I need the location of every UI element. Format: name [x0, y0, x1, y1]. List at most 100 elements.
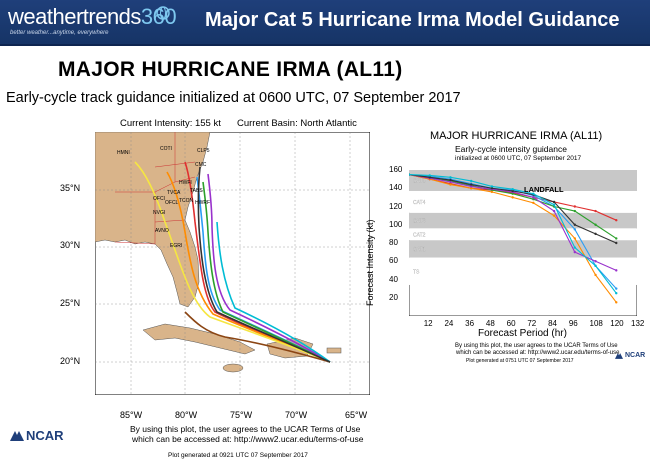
map-terms-url: which can be accessed at: http://www2.uc… — [132, 434, 364, 444]
series-point — [511, 187, 514, 191]
y-tick-label: 20 — [389, 292, 398, 302]
series-point — [615, 301, 618, 304]
model-label: EGRI — [170, 243, 182, 249]
landfall-label: LANDFALL — [524, 185, 564, 194]
series-point — [409, 173, 411, 176]
model-label: NVGI — [153, 210, 165, 216]
series-point — [428, 176, 431, 179]
category-band-label: CAT4 — [413, 200, 426, 206]
lon-label: 65°W — [345, 410, 368, 420]
intensity-title: MAJOR HURRICANE IRMA (AL11) — [430, 130, 603, 142]
model-label: HWRF — [195, 200, 210, 206]
cuba — [142, 323, 256, 355]
y-tick-label: 60 — [389, 256, 398, 266]
x-tick-label: 12 — [423, 319, 433, 328]
series-point — [594, 260, 597, 263]
lat-label: 30°N — [60, 240, 81, 250]
logo-tagline: better weather...anytime, everywhere — [10, 30, 109, 36]
track-map: HMNI COTI CLP5 CMC HWFI TABS TVCA TCON O… — [95, 132, 370, 395]
series-point — [469, 179, 473, 183]
ncar-mark-icon — [615, 352, 623, 359]
series-point — [511, 189, 514, 193]
series-point — [594, 223, 597, 226]
intensity-terms-url: which can be accessed at: http://www2.uc… — [456, 350, 620, 356]
intensity-xlabel: Forecast Period (hr) — [478, 328, 567, 339]
category-band — [409, 240, 637, 258]
series-point — [469, 185, 473, 188]
globe-icon — [156, 6, 170, 20]
y-tick-label: 100 — [389, 219, 403, 229]
series-point — [552, 203, 556, 206]
map-generated: Plot generated at 0921 UTC 07 September … — [168, 452, 308, 459]
series-point — [532, 198, 535, 201]
series-point — [552, 209, 556, 213]
series-point — [573, 228, 577, 231]
series-point — [469, 183, 473, 186]
x-tick-label: 48 — [485, 319, 495, 328]
model-label: COTI — [160, 146, 172, 152]
lon-label: 85°W — [120, 410, 143, 420]
lat-label: 20°N — [60, 356, 81, 366]
series-point — [428, 174, 431, 177]
series-point — [532, 192, 535, 195]
category-band-label: CAT1 — [413, 247, 426, 253]
intensity-ylabel: Forecast Intensity (kt) — [365, 219, 375, 306]
model-label: CMC — [195, 162, 207, 168]
series-point — [532, 201, 535, 205]
model-label: HWFI — [179, 180, 192, 186]
series-point — [511, 196, 514, 199]
ncar-mark-icon — [10, 430, 24, 441]
series-point — [490, 190, 494, 194]
series-point — [615, 287, 618, 290]
series-point — [573, 237, 577, 240]
series-point — [552, 214, 556, 217]
y-tick-label: 160 — [389, 165, 403, 174]
category-band — [409, 228, 637, 241]
series-point — [594, 264, 597, 268]
x-tick-label: 108 — [589, 319, 603, 328]
category-band-label: CAT2 — [413, 232, 426, 238]
x-tick-label: 84 — [548, 319, 557, 328]
category-band — [409, 257, 637, 285]
series-point — [511, 192, 514, 195]
intensity-subtitle: Early-cycle intensity guidance — [455, 144, 567, 154]
logo-main-text: weathertrends — [8, 4, 141, 29]
header-bar: weathertrends360 better weather...anytim… — [0, 0, 650, 46]
series-point — [615, 291, 618, 295]
y-tick-label: 140 — [389, 183, 403, 193]
lat-label: 35°N — [60, 183, 81, 193]
series-point — [532, 196, 535, 199]
series-point — [573, 246, 577, 249]
model-label: AVNO — [155, 228, 169, 234]
y-tick-label: 80 — [389, 238, 398, 247]
model-label: TCON — [179, 198, 194, 204]
x-tick-label: 72 — [527, 319, 537, 328]
category-band-label: CAT3 — [413, 219, 426, 225]
series-point — [615, 237, 618, 240]
model-label: HMNI — [117, 150, 130, 156]
puerto-rico — [326, 347, 342, 354]
series-point — [449, 180, 452, 184]
intensity-chart: CAT5 CAT4 CAT3 CAT2 CAT1 TS LANDFALL — [409, 170, 637, 316]
x-tick-label: 132 — [631, 319, 645, 328]
jamaica — [222, 363, 244, 373]
x-tick-label: 96 — [568, 319, 578, 328]
series-point — [594, 232, 597, 236]
series-point — [573, 209, 577, 213]
series-point — [573, 250, 577, 254]
lon-label: 70°W — [285, 410, 308, 420]
x-tick-label: 24 — [444, 319, 454, 328]
category-band-label: CAT5 — [413, 178, 426, 184]
intensity-generated: Plot generated at 0751 UTC 07 September … — [466, 358, 574, 364]
series-point — [573, 223, 577, 226]
weathertrends-logo: weathertrends360 better weather...anytim… — [8, 4, 177, 42]
series-point — [449, 176, 452, 179]
logo-text: weathertrends360 — [8, 4, 177, 30]
series-point — [615, 269, 618, 272]
series-point — [573, 205, 577, 208]
page-subtitle: Early-cycle track guidance initialized a… — [6, 90, 461, 106]
ncar-text: NCAR — [625, 352, 646, 359]
intensity-terms-note: By using this plot, the user agrees to t… — [455, 343, 618, 349]
series-point — [469, 187, 473, 190]
page-title: MAJOR HURRICANE IRMA (AL11) — [58, 58, 403, 81]
